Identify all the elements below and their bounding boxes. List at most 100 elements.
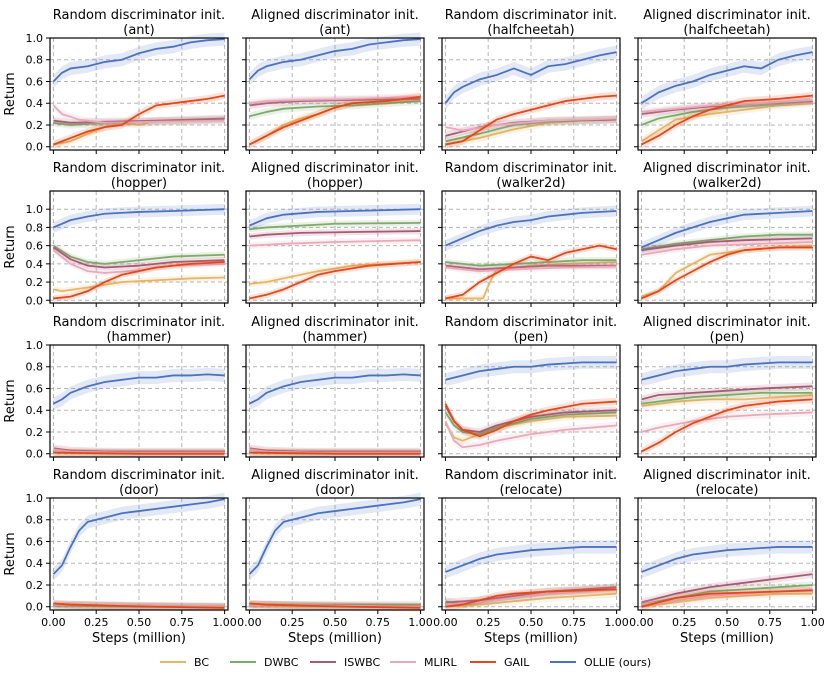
- series-line: [641, 411, 813, 433]
- panel-subtitle: (hopper): [111, 176, 167, 191]
- series-line: [445, 592, 617, 608]
- series-band: [445, 397, 617, 441]
- series-band: [445, 585, 617, 611]
- series-line: [53, 117, 225, 124]
- y-tick-label: 0.2: [26, 119, 44, 132]
- x-axis-label: Steps (million): [92, 631, 186, 646]
- panel-16: Aligned discriminator init.(relocate) 0.0…: [629, 468, 825, 646]
- panel-subtitle: (halfcheetah): [487, 23, 574, 38]
- series-line: [249, 230, 421, 238]
- series-line: [249, 602, 421, 609]
- legend-label: ISWBC: [344, 656, 380, 669]
- x-tick-label: 0.25: [476, 616, 501, 629]
- x-axis-label: Steps (million): [484, 631, 578, 646]
- panel-title: Random discriminator init.: [445, 315, 617, 330]
- panel-9: Random discriminator init.(hammer) 0.0 0.2…: [3, 315, 229, 461]
- series-line: [53, 208, 225, 229]
- series-line: [249, 97, 421, 107]
- y-tick-label: 0.4: [26, 258, 44, 271]
- panel-1: Random discriminator init.(ant) 0.0 0.2 0.4…: [3, 8, 229, 154]
- series-line: [53, 448, 225, 454]
- series-line: [444, 400, 617, 438]
- series-line: [445, 546, 617, 573]
- panel-5: Random discriminator init.(hopper) 0.0 0.2…: [3, 161, 229, 307]
- series-band: [445, 411, 617, 445]
- y-tick-label: 0.4: [26, 557, 44, 570]
- series-line: [445, 244, 617, 300]
- y-tick-label: 0.6: [26, 240, 44, 253]
- y-tick-label: 0.8: [26, 54, 44, 67]
- x-tick-label: 0.25: [84, 616, 109, 629]
- legend: BC DWBC ISWBC MLIRL GAIL OLLIE (ours): [160, 656, 651, 669]
- panel-13: Random discriminator init.(door) 0.0 0.2 0.…: [3, 468, 237, 646]
- legend-label: GAIL: [504, 656, 530, 669]
- series-band: [53, 247, 225, 277]
- series-line: [444, 420, 617, 449]
- x-tick-label: 1.00: [604, 616, 629, 629]
- x-tick-label: 0.75: [366, 616, 391, 629]
- series-line: [641, 546, 813, 573]
- panel-title: Random discriminator init.: [445, 468, 617, 483]
- legend-label: OLLIE (ours): [584, 656, 651, 669]
- x-tick-label: 0.50: [519, 616, 544, 629]
- y-tick-label: 0.4: [26, 97, 44, 110]
- series-line: [52, 244, 225, 265]
- panel-title: Random discriminator init.: [53, 8, 225, 23]
- y-axis-label: Return: [3, 379, 18, 422]
- series-band: [445, 205, 617, 252]
- x-tick-label: 0.75: [562, 616, 587, 629]
- y-tick-label: 0.8: [26, 514, 44, 527]
- series-line: [641, 210, 813, 249]
- series-line: [641, 573, 813, 604]
- series-line: [53, 276, 225, 293]
- series-line: [249, 95, 421, 146]
- series-line: [641, 246, 813, 300]
- series-line: [52, 498, 225, 575]
- x-tick-label: 0.00: [41, 616, 66, 629]
- y-axis-label: Return: [3, 532, 18, 575]
- series-line: [641, 592, 813, 608]
- y-tick-label: 1.0: [26, 492, 44, 505]
- panel-title: Aligned discriminator init.: [251, 315, 418, 330]
- series-band: [641, 45, 813, 110]
- panel-11: Random discriminator init.(pen): [438, 315, 621, 461]
- y-tick-label: 0.0: [26, 141, 44, 154]
- series-line: [641, 391, 813, 405]
- series-band: [249, 236, 421, 249]
- panel-7: Random discriminator init.(walker2d): [438, 161, 621, 307]
- series-band: [53, 115, 225, 149]
- series-line: [249, 373, 421, 405]
- series-band: [641, 244, 813, 302]
- series-band: [53, 242, 225, 268]
- panel-2: Aligned discriminator init.(ant): [242, 8, 425, 154]
- x-tick-label: 1.00: [212, 616, 237, 629]
- panel-subtitle: (relocate): [500, 483, 563, 498]
- panel-title: Random discriminator init.: [53, 315, 225, 330]
- series-line: [53, 94, 225, 146]
- panel-12: Aligned discriminator init.(pen): [634, 315, 817, 461]
- series-line: [53, 261, 225, 300]
- x-tick-label: 0.50: [127, 616, 152, 629]
- x-tick-label: 0.75: [170, 616, 195, 629]
- series-line: [53, 602, 225, 609]
- series-line: [641, 233, 813, 251]
- legend-label: DWBC: [264, 656, 299, 669]
- panel-title: Aligned discriminator init.: [643, 8, 810, 23]
- series-line: [640, 102, 813, 143]
- series-line: [52, 38, 225, 83]
- panel-subtitle: (walker2d): [692, 176, 761, 191]
- y-tick-label: 0.2: [26, 579, 44, 592]
- panel-title: Aligned discriminator init.: [643, 161, 810, 176]
- panel-subtitle: (pen): [710, 330, 745, 345]
- x-axis-label: Steps (million): [680, 631, 774, 646]
- panel-title: Aligned discriminator init.: [643, 315, 810, 330]
- series-line: [52, 104, 225, 124]
- panel-subtitle: (hopper): [307, 176, 363, 191]
- panel-subtitle: (walker2d): [496, 176, 565, 191]
- series-line: [641, 99, 813, 113]
- series-line: [249, 95, 421, 105]
- series-line: [52, 246, 225, 269]
- panel-10: Aligned discriminator init.(hammer): [242, 315, 425, 461]
- series-line: [445, 210, 617, 247]
